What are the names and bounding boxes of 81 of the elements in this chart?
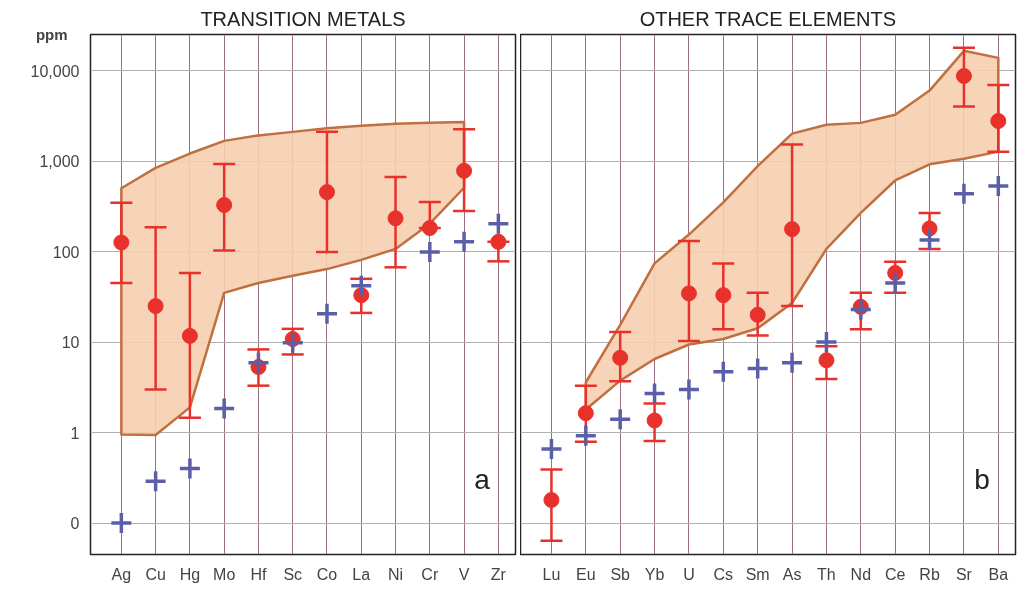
- point: [456, 162, 473, 179]
- x-tick-label: Ce: [884, 565, 906, 583]
- x-tick-label: Ag: [111, 565, 132, 583]
- x-tick-label: Hf: [250, 565, 267, 583]
- point: [646, 412, 663, 429]
- y-tick-label: 10,000: [30, 62, 80, 80]
- point: [917, 228, 942, 252]
- annotation: a: [474, 463, 491, 495]
- point: [452, 230, 476, 254]
- x-tick-label: Th: [817, 565, 836, 583]
- x-tick-label: As: [782, 565, 802, 583]
- point: [418, 240, 442, 264]
- x-tick-label: Zr: [490, 565, 507, 583]
- y-tick-label: 1,000: [39, 153, 80, 171]
- x-tick-label: Hg: [179, 565, 201, 583]
- point: [577, 405, 594, 422]
- point: [608, 407, 632, 432]
- point: [986, 174, 1011, 198]
- point: [784, 221, 801, 238]
- chart-title: OTHER TRACE ELEMENTS: [639, 7, 896, 30]
- point: [181, 327, 198, 344]
- point: [486, 211, 511, 236]
- point: [246, 351, 271, 375]
- point: [113, 234, 130, 251]
- point: [539, 437, 564, 461]
- point: [711, 360, 736, 384]
- x-tick-label: Ni: [387, 565, 404, 583]
- point: [421, 220, 438, 236]
- x-tick-label: Sm: [745, 565, 770, 583]
- y-tick-label: 10: [61, 334, 80, 352]
- x-tick-label: Nd: [850, 565, 872, 583]
- point: [178, 456, 202, 481]
- point: [212, 396, 236, 421]
- y-tick-label: 0: [70, 515, 80, 533]
- point: [349, 273, 374, 298]
- x-tick-label: Sr: [955, 565, 973, 583]
- x-tick-label: Sc: [283, 565, 303, 583]
- point: [143, 469, 168, 493]
- point: [490, 233, 507, 250]
- x-tick-label: Cu: [145, 565, 166, 583]
- x-tick-label: La: [352, 565, 371, 583]
- point: [147, 298, 164, 315]
- point: [849, 297, 873, 322]
- x-tick-label: Cr: [421, 565, 439, 583]
- point: [315, 302, 339, 326]
- point: [780, 351, 804, 375]
- point: [318, 184, 335, 201]
- x-tick-label: Co: [316, 565, 338, 583]
- point: [814, 330, 839, 354]
- x-tick-label: Yb: [644, 565, 665, 583]
- x-tick-label: Sb: [610, 565, 631, 583]
- point: [574, 424, 598, 448]
- y-tick-label: 100: [52, 243, 80, 261]
- point: [955, 68, 972, 84]
- point: [642, 381, 667, 406]
- chart-title: TRANSITION METALS: [200, 7, 406, 30]
- point: [109, 511, 134, 535]
- point: [952, 182, 976, 206]
- point: [677, 377, 701, 402]
- x-tick-label: Mo: [213, 565, 236, 583]
- point: [543, 492, 560, 508]
- x-tick-label: Lu: [542, 565, 561, 583]
- point: [680, 285, 697, 302]
- x-tick-label: U: [683, 565, 695, 583]
- point: [818, 352, 835, 369]
- y-axis-title: ppm: [35, 26, 68, 43]
- annotation: b: [974, 463, 990, 495]
- point: [990, 113, 1007, 129]
- x-tick-label: Eu: [576, 565, 596, 583]
- y-tick-label: 1: [70, 424, 80, 442]
- point: [883, 271, 907, 295]
- x-tick-label: Ba: [988, 565, 1009, 583]
- point: [745, 356, 770, 381]
- point: [612, 349, 629, 366]
- point: [216, 197, 233, 213]
- x-tick-label: Cs: [713, 565, 734, 583]
- point: [715, 287, 732, 304]
- point: [387, 210, 404, 227]
- point: [749, 306, 766, 323]
- x-tick-label: Rb: [919, 565, 940, 583]
- x-tick-label: V: [458, 565, 470, 583]
